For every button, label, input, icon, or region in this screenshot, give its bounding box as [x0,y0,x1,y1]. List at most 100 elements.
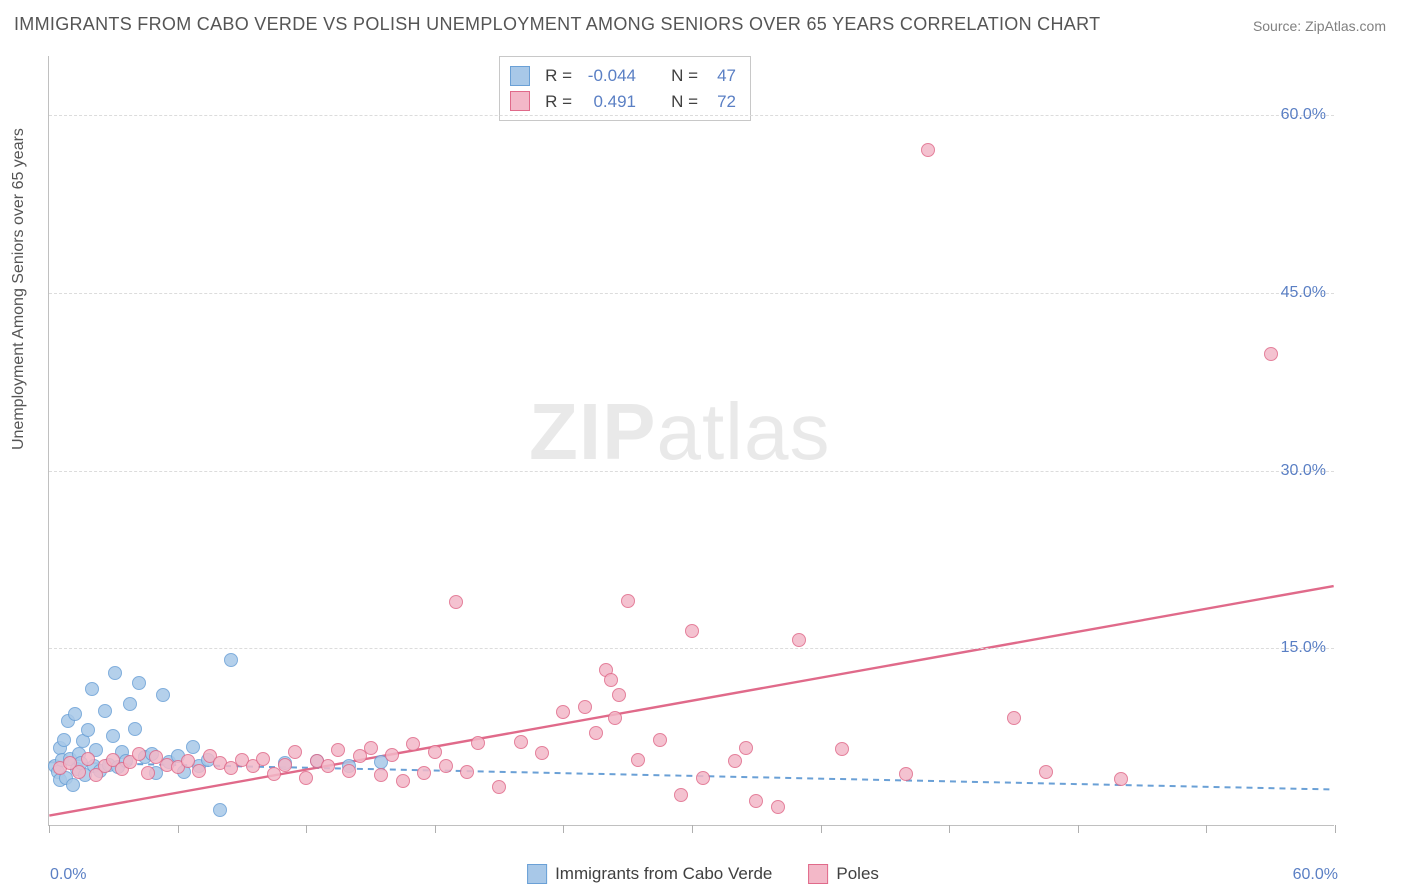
scatter-point [57,733,71,747]
source-attribution: Source: ZipAtlas.com [1253,18,1386,34]
x-tick [1078,825,1079,833]
correlation-stats-box: R = -0.044 N = 47R = 0.491 N = 72 [499,56,751,121]
stats-row: R =0.491N =72 [510,89,736,115]
scatter-point [288,745,302,759]
scatter-point [428,745,442,759]
scatter-point [98,704,112,718]
x-tick [821,825,822,833]
scatter-point [132,747,146,761]
scatter-point [342,764,356,778]
scatter-point [385,748,399,762]
scatter-point [396,774,410,788]
legend-item: Immigrants from Cabo Verde [527,864,772,884]
scatter-point [406,737,420,751]
scatter-point [674,788,688,802]
scatter-point [331,743,345,757]
y-tick-label: 15.0% [1281,639,1326,657]
scatter-point [374,768,388,782]
scatter-point [256,752,270,766]
watermark-zip: ZIP [529,387,656,476]
scatter-point [1114,772,1128,786]
scatter-point [72,765,86,779]
scatter-point [739,741,753,755]
x-tick [949,825,950,833]
y-tick-label: 60.0% [1281,106,1326,124]
n-value: 47 [706,63,736,89]
scatter-point [224,653,238,667]
x-tick [306,825,307,833]
gridline [49,115,1334,116]
scatter-point [299,771,313,785]
scatter-point [156,688,170,702]
legend: Immigrants from Cabo Verde Poles [527,864,879,884]
trend-line [49,586,1333,816]
scatter-point [460,765,474,779]
scatter-point [771,800,785,814]
x-tick [49,825,50,833]
scatter-point [81,723,95,737]
scatter-point [653,733,667,747]
r-value: -0.044 [580,63,636,89]
scatter-point [608,711,622,725]
gridline [49,293,1334,294]
n-label: N = [664,63,698,89]
scatter-point [899,767,913,781]
scatter-point [604,673,618,687]
scatter-point [186,740,200,754]
scatter-point [108,666,122,680]
x-tick [692,825,693,833]
scatter-point [749,794,763,808]
legend-label: Immigrants from Cabo Verde [555,864,772,884]
n-value: 72 [706,89,736,115]
y-axis-label: Unemployment Among Seniors over 65 years [10,128,28,450]
legend-swatch [527,864,547,884]
scatter-point [213,803,227,817]
x-tick [563,825,564,833]
scatter-point [141,766,155,780]
x-tick [1206,825,1207,833]
scatter-point [921,143,935,157]
watermark: ZIPatlas [529,386,830,478]
scatter-plot-area: ZIPatlas R = -0.044 N = 47R = 0.491 N = 72 15.… [48,56,1334,826]
scatter-point [589,726,603,740]
scatter-point [1039,765,1053,779]
scatter-point [364,741,378,755]
stats-row: R = -0.044 N = 47 [510,63,736,89]
scatter-point [123,697,137,711]
scatter-point [612,688,626,702]
scatter-point [66,778,80,792]
scatter-point [439,759,453,773]
legend-swatch [808,864,828,884]
scatter-point [1007,711,1021,725]
r-label: R = [538,89,572,115]
scatter-point [835,742,849,756]
y-tick-label: 45.0% [1281,284,1326,302]
x-tick [1335,825,1336,833]
scatter-point [621,594,635,608]
scatter-point [471,736,485,750]
scatter-point [449,595,463,609]
scatter-point [417,766,431,780]
scatter-point [492,780,506,794]
scatter-point [535,746,549,760]
scatter-point [514,735,528,749]
scatter-point [81,752,95,766]
scatter-point [68,707,82,721]
scatter-point [106,729,120,743]
scatter-point [792,633,806,647]
legend-item: Poles [808,864,879,884]
scatter-point [696,771,710,785]
r-value: 0.491 [580,89,636,115]
scatter-point [1264,347,1278,361]
r-label: R = [538,63,572,89]
scatter-point [192,764,206,778]
y-tick-label: 30.0% [1281,462,1326,480]
x-tick [178,825,179,833]
legend-label: Poles [836,864,879,884]
scatter-point [132,676,146,690]
scatter-point [556,705,570,719]
scatter-point [728,754,742,768]
legend-swatch [510,91,530,111]
watermark-atlas: atlas [656,387,830,476]
x-axis-min-label: 0.0% [50,866,86,884]
